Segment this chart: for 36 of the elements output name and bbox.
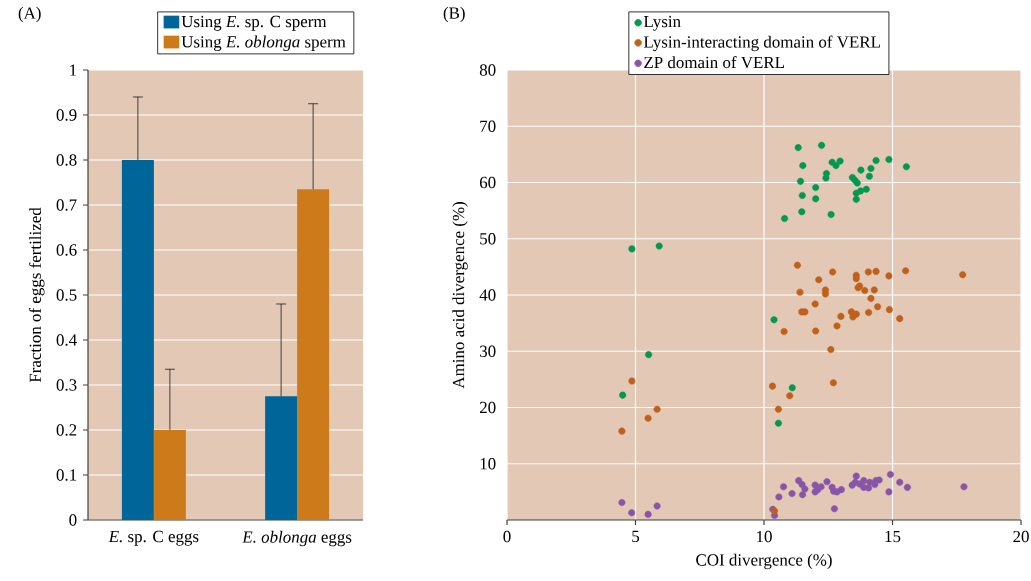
y-tick-label: 30	[480, 345, 496, 357]
y-axis-title: Fraction of eggs fertilized	[28, 207, 45, 383]
y-tick-label: 0.4	[56, 334, 77, 346]
y-tick-label: 0.6	[56, 244, 77, 256]
y-tick-label: 20	[479, 401, 496, 414]
y-tick-label: 0.3	[56, 379, 77, 391]
y-tick-label: 0.2	[56, 424, 77, 436]
y-tick-label: 60	[479, 176, 496, 189]
legend-label: Lysin	[643, 15, 681, 31]
y-tick-label: 0.8	[56, 154, 77, 166]
x-tick-label: 0	[503, 530, 511, 543]
x-tick-label: 10	[757, 530, 772, 543]
y-tick-label: 70	[480, 120, 496, 132]
x-tick-label: 5	[632, 530, 640, 543]
y-tick-label: 0.5	[56, 289, 77, 301]
x-axis-title: COI divergence (%)	[696, 553, 832, 570]
y-tick-label: 10	[480, 458, 496, 470]
legend-label: Using E. sp. C sperm	[181, 15, 327, 31]
y-tick-label: 80	[479, 64, 496, 76]
x-tick-label: E. sp. C eggs	[108, 530, 199, 546]
y-tick-label: 0.7	[56, 199, 77, 211]
legend-label: Lysin-interacting domain of VERL	[643, 35, 880, 52]
y-tick-label: 1	[70, 64, 77, 76]
y-tick-label: 0.1	[56, 469, 77, 481]
legend-label: Using E. oblonga sperm	[181, 35, 346, 52]
chart-title: (B)	[443, 6, 465, 23]
chart-title: (A)	[18, 6, 41, 23]
x-tick-label: 15	[885, 530, 901, 543]
y-tick-label: 40	[479, 289, 496, 301]
x-tick-label: E. oblonga eggs	[242, 530, 352, 547]
y-axis-title: Amino acid divergence (%)	[452, 202, 468, 389]
y-tick-label: 0	[69, 514, 77, 526]
legend-label: ZP domain of VERL	[644, 56, 784, 69]
x-tick-label: 20	[1013, 530, 1029, 543]
y-tick-label: 50	[480, 233, 496, 245]
y-tick-label: 0.9	[56, 109, 77, 121]
